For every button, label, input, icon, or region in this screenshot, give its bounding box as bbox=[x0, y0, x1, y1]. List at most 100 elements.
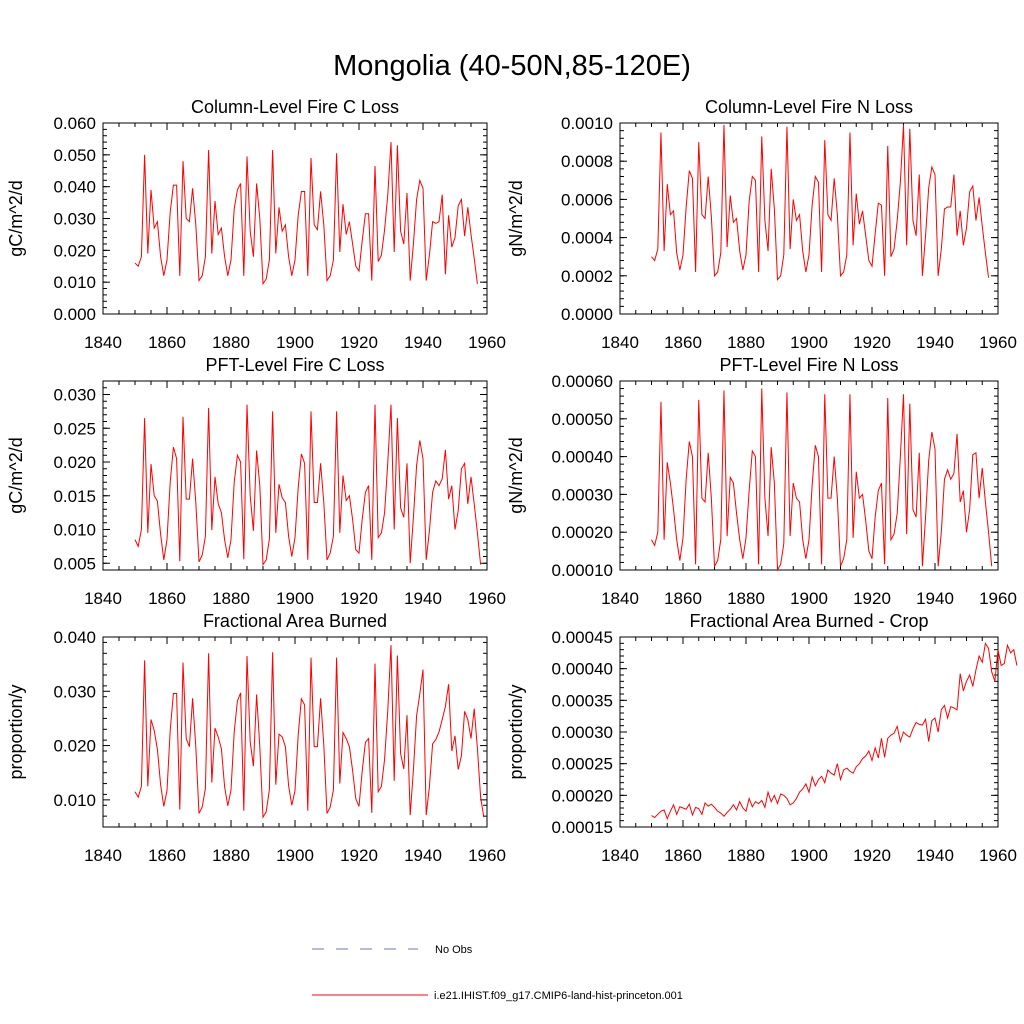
y-tick-label: 0.010 bbox=[53, 791, 96, 810]
panel-title: PFT-Level Fire N Loss bbox=[719, 355, 898, 375]
x-tick-label: 1920 bbox=[340, 846, 378, 865]
x-tick-label: 1900 bbox=[276, 333, 314, 352]
y-tick-label: 0.030 bbox=[53, 682, 96, 701]
series-line-model bbox=[134, 404, 482, 567]
x-tick-label: 1860 bbox=[664, 589, 702, 608]
x-tick-label: 1880 bbox=[727, 846, 765, 865]
x-tick-label: 1920 bbox=[853, 846, 891, 865]
panel-2: Column-Level Fire N Loss 1840 1860 1880 1900… bbox=[506, 97, 1017, 352]
series-line-model bbox=[651, 124, 990, 281]
y-tick-label: 0.00030 bbox=[552, 723, 613, 742]
y-tick-label: 0.010 bbox=[53, 521, 96, 540]
x-tick-label: 1940 bbox=[404, 333, 442, 352]
x-tick-label: 1900 bbox=[790, 589, 828, 608]
y-tick-label: 0.005 bbox=[53, 554, 96, 573]
x-tick-label: 1860 bbox=[664, 846, 702, 865]
x-tick-label: 1960 bbox=[468, 589, 506, 608]
legend-model-label: i.e21.IHIST.f09_g17.CMIP6-land-hist-prin… bbox=[434, 990, 683, 1002]
panel-6: Fractional Area Burned - Crop 1840 1860 188… bbox=[506, 611, 1018, 865]
x-tick-label: 1880 bbox=[212, 846, 250, 865]
x-tick-label: 1840 bbox=[84, 846, 122, 865]
x-tick-label: 1920 bbox=[853, 589, 891, 608]
y-tick-label: 0.025 bbox=[53, 419, 96, 438]
x-tick-label: 1840 bbox=[601, 589, 639, 608]
figure-title: Mongolia (40-50N,85-120E) bbox=[333, 50, 691, 82]
x-tick-label: 1960 bbox=[979, 846, 1017, 865]
y-tick-label: 0.0008 bbox=[561, 152, 613, 171]
y-tick-label: 0.0002 bbox=[561, 267, 613, 286]
x-tick-label: 1860 bbox=[148, 333, 186, 352]
y-tick-label: 0.00060 bbox=[552, 372, 613, 391]
y-tick-label: 0.030 bbox=[53, 386, 96, 405]
y-tick-label: 0.0000 bbox=[561, 305, 613, 324]
y-tick-label: 0.00025 bbox=[552, 755, 613, 774]
x-tick-label: 1940 bbox=[916, 589, 954, 608]
x-tick-label: 1840 bbox=[84, 333, 122, 352]
series-line-model bbox=[651, 388, 993, 572]
y-tick-label: 0.010 bbox=[53, 273, 96, 292]
x-tick-label: 1940 bbox=[916, 333, 954, 352]
panel-4: PFT-Level Fire N Loss 1840 1860 1880 1900 192… bbox=[506, 355, 1017, 608]
panel-title: Column-Level Fire N Loss bbox=[705, 97, 913, 117]
x-tick-label: 1860 bbox=[148, 846, 186, 865]
x-tick-label: 1860 bbox=[148, 589, 186, 608]
y-tick-label: 0.00035 bbox=[552, 691, 613, 710]
y-tick-label: 0.020 bbox=[53, 241, 96, 260]
x-tick-label: 1940 bbox=[916, 846, 954, 865]
x-tick-label: 1900 bbox=[790, 846, 828, 865]
y-tick-label: 0.00015 bbox=[552, 818, 613, 837]
y-axis-label: gN/m^2/d bbox=[506, 180, 526, 256]
x-tick-label: 1900 bbox=[276, 589, 314, 608]
y-tick-label: 0.00040 bbox=[552, 448, 613, 467]
legend-obs-label: No Obs bbox=[435, 944, 473, 956]
x-tick-label: 1840 bbox=[84, 589, 122, 608]
x-tick-label: 1960 bbox=[468, 333, 506, 352]
y-axis-label: proportion/y bbox=[6, 684, 26, 779]
y-tick-label: 0.00040 bbox=[552, 660, 613, 679]
x-tick-label: 1940 bbox=[404, 589, 442, 608]
y-tick-label: 0.0010 bbox=[561, 114, 613, 133]
x-tick-label: 1920 bbox=[340, 589, 378, 608]
y-axis-label: proportion/y bbox=[506, 684, 526, 779]
y-tick-label: 0.00030 bbox=[552, 485, 613, 504]
y-tick-label: 0.0006 bbox=[561, 190, 613, 209]
x-tick-label: 1840 bbox=[601, 333, 639, 352]
x-tick-label: 1940 bbox=[404, 846, 442, 865]
y-tick-label: 0.020 bbox=[53, 737, 96, 756]
y-tick-label: 0.040 bbox=[53, 628, 96, 647]
y-tick-label: 0.060 bbox=[53, 114, 96, 133]
panel-title: PFT-Level Fire C Loss bbox=[205, 355, 384, 375]
y-axis-label: gC/m^2/d bbox=[6, 180, 26, 256]
panel-title: Column-Level Fire C Loss bbox=[191, 97, 399, 117]
x-tick-label: 1920 bbox=[340, 333, 378, 352]
x-tick-label: 1840 bbox=[601, 846, 639, 865]
x-tick-label: 1880 bbox=[727, 589, 765, 608]
x-tick-label: 1880 bbox=[212, 589, 250, 608]
panel-title: Fractional Area Burned - Crop bbox=[689, 611, 928, 631]
x-tick-label: 1960 bbox=[468, 846, 506, 865]
x-tick-label: 1960 bbox=[979, 589, 1017, 608]
x-tick-label: 1880 bbox=[212, 333, 250, 352]
y-tick-label: 0.0004 bbox=[561, 229, 613, 248]
y-axis-label: gC/m^2/d bbox=[6, 437, 26, 513]
series-line-model bbox=[134, 142, 478, 286]
y-tick-label: 0.015 bbox=[53, 487, 96, 506]
series-line-model bbox=[651, 641, 1018, 821]
panel-grid: Column-Level Fire C Loss 1840 1860 1880 1900… bbox=[6, 97, 1018, 865]
legend: No Obs i.e21.IHIST.f09_g17.CMIP6-land-hi… bbox=[312, 944, 683, 1002]
x-tick-label: 1960 bbox=[979, 333, 1017, 352]
y-tick-label: 0.050 bbox=[53, 146, 96, 165]
x-tick-label: 1900 bbox=[276, 846, 314, 865]
series-line-model bbox=[134, 645, 485, 819]
y-tick-label: 0.00010 bbox=[552, 561, 613, 580]
y-tick-label: 0.040 bbox=[53, 178, 96, 197]
y-axis-label: gN/m^2/d bbox=[506, 437, 526, 513]
y-tick-label: 0.020 bbox=[53, 453, 96, 472]
y-tick-label: 0.00020 bbox=[552, 786, 613, 805]
y-tick-label: 0.030 bbox=[53, 210, 96, 229]
panel-3: PFT-Level Fire C Loss 1840 1860 1880 1900 192… bbox=[6, 355, 506, 608]
y-tick-label: 0.00020 bbox=[552, 523, 613, 542]
y-tick-label: 0.00045 bbox=[552, 628, 613, 647]
